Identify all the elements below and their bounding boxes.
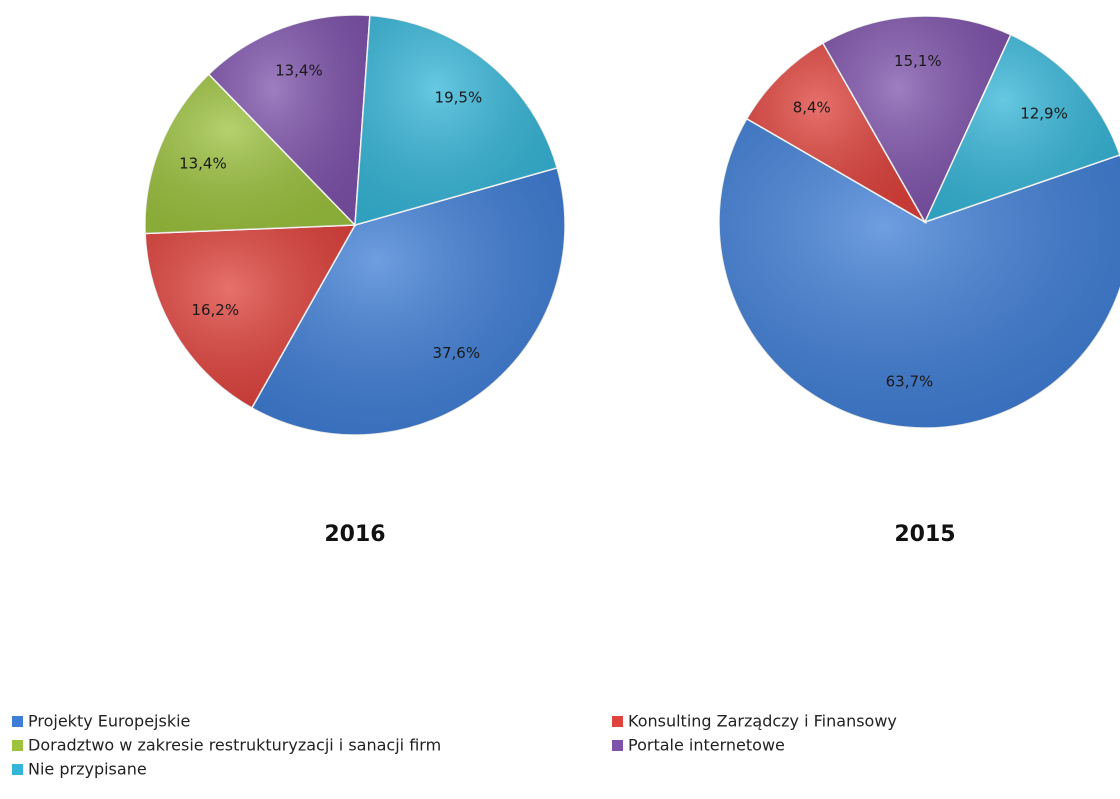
legend-label: Konsulting Zarządczy i Finansowy [628, 712, 897, 731]
data-label: 13,4% [275, 62, 323, 80]
data-label: 37,6% [432, 344, 480, 362]
legend-label: Projekty Europejskie [28, 712, 190, 731]
legend-swatch [612, 740, 623, 751]
legend-label: Nie przypisane [28, 760, 147, 779]
legend-swatch [612, 716, 623, 727]
legend-swatch [12, 716, 23, 727]
legend-swatch [12, 764, 23, 775]
data-label: 19,5% [435, 88, 483, 106]
data-label: 63,7% [886, 372, 934, 390]
data-label: 16,2% [191, 301, 239, 319]
legend-label: Doradztwo w zakresie restrukturyzacji i … [28, 736, 441, 755]
legend-label: Portale internetowe [628, 736, 785, 755]
chart-title: 2015 [894, 522, 955, 547]
legend-swatch [12, 740, 23, 751]
chart-title: 2016 [324, 522, 385, 547]
data-label: 8,4% [793, 98, 831, 116]
data-label: 13,4% [179, 155, 227, 173]
data-label: 12,9% [1020, 105, 1068, 123]
data-label: 15,1% [894, 52, 942, 70]
